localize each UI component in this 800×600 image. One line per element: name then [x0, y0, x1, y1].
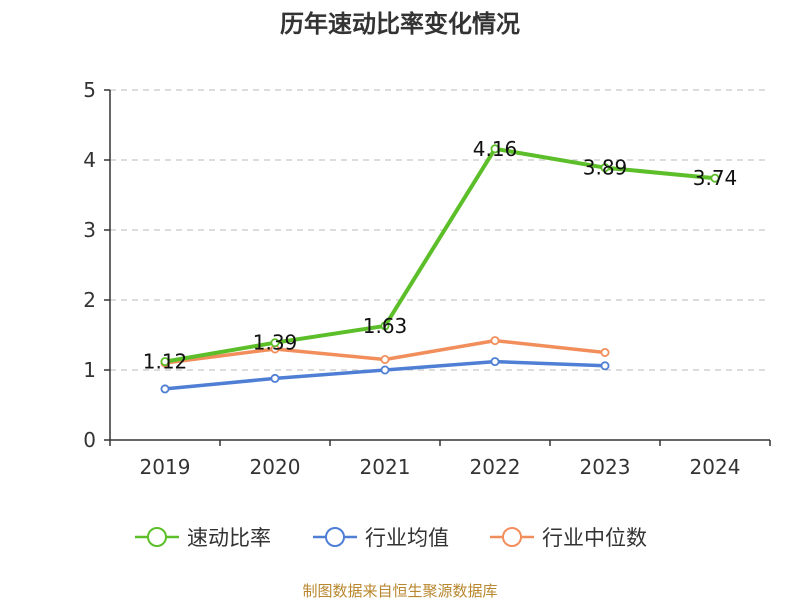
y-tick-label: 5	[83, 78, 96, 102]
x-tick-label: 2021	[360, 455, 411, 479]
series-1	[160, 357, 610, 394]
data-point[interactable]	[380, 321, 390, 331]
data-point[interactable]	[270, 338, 280, 348]
legend-marker-icon	[325, 527, 345, 547]
data-point[interactable]	[160, 357, 170, 367]
data-point[interactable]	[600, 361, 610, 371]
data-label: 1.12	[143, 350, 188, 374]
data-label: 3.89	[583, 156, 628, 180]
data-labels: 1.12 1.39 1.63 4.16 3.89 3.74	[143, 137, 738, 374]
legend-label: 速动比率	[187, 526, 271, 550]
y-tick-label: 1	[83, 358, 96, 382]
chart-title: 历年速动比率变化情况	[280, 10, 520, 38]
y-tick-label: 2	[83, 288, 96, 312]
data-label: 4.16	[473, 137, 518, 161]
legend-marker-icon	[147, 527, 167, 547]
x-tick-label: 2019	[140, 455, 191, 479]
legend-label: 行业均值	[365, 526, 449, 550]
legend[interactable]: 速动比率 行业均值 行业中位数	[135, 526, 647, 550]
data-point[interactable]	[600, 347, 610, 357]
data-point[interactable]	[710, 173, 720, 183]
axes: 0 1 2 3 4 5 2019 2020 2021 2022 2023 2024	[83, 78, 771, 479]
y-tick-label: 0	[83, 428, 96, 452]
y-tick-label: 3	[83, 218, 96, 242]
data-point[interactable]	[270, 373, 280, 383]
data-point[interactable]	[600, 163, 610, 173]
data-point[interactable]	[490, 336, 500, 346]
x-tick-label: 2020	[250, 455, 301, 479]
legend-item[interactable]: 行业中位数	[490, 526, 647, 550]
x-tick-label: 2024	[690, 455, 741, 479]
series-line	[164, 146, 716, 364]
data-label: 1.39	[253, 331, 298, 355]
x-tick-label: 2023	[580, 455, 631, 479]
series-0	[160, 144, 720, 367]
legend-marker-icon	[502, 527, 522, 547]
data-point[interactable]	[160, 384, 170, 394]
data-point[interactable]	[380, 365, 390, 375]
legend-label: 行业中位数	[542, 526, 647, 550]
data-point[interactable]	[490, 357, 500, 367]
y-tick-label: 4	[83, 148, 96, 172]
source-note: 制图数据来自恒生聚源数据库	[302, 582, 497, 600]
data-point[interactable]	[380, 354, 390, 364]
data-label: 3.74	[693, 166, 738, 190]
legend-item[interactable]: 行业均值	[313, 526, 449, 550]
data-point[interactable]	[490, 144, 500, 154]
x-tick-label: 2022	[470, 455, 521, 479]
data-label: 1.63	[363, 314, 408, 338]
grid-lines	[110, 89, 770, 371]
series-lines	[160, 144, 720, 394]
legend-item[interactable]: 速动比率	[135, 526, 271, 550]
